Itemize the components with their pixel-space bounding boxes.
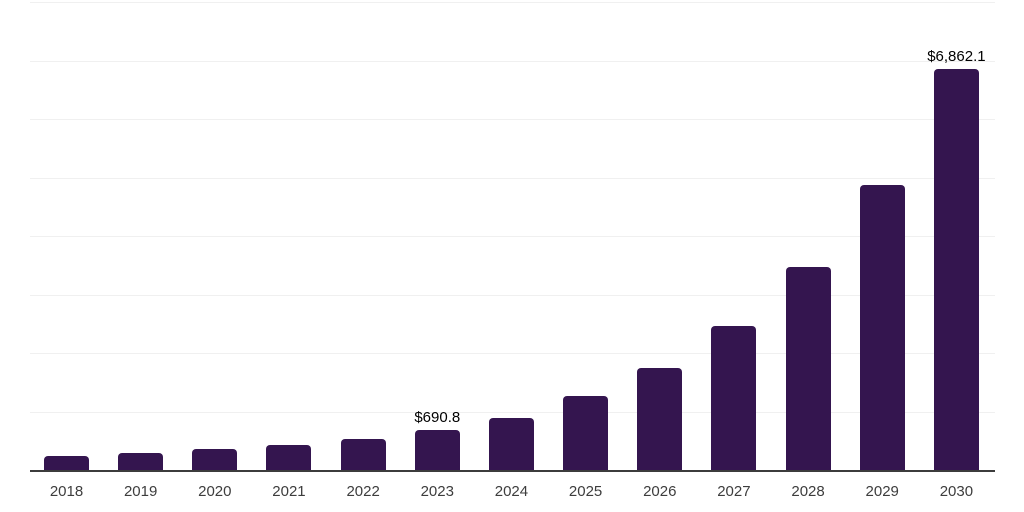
bars: $690.8 $6,862.1 [30, 2, 995, 470]
bar-slot-2025 [563, 2, 609, 470]
x-label-2026: 2026 [643, 483, 677, 500]
bar-slot-2027 [711, 2, 757, 470]
x-label-2024: 2024 [494, 483, 529, 500]
bar-2020 [192, 448, 238, 470]
gridline-6000 [30, 119, 995, 120]
x-label-2020: 2020 [198, 483, 232, 500]
bar-2026 [637, 367, 683, 470]
bar-slot-2028 [785, 2, 831, 470]
gridline-1000 [30, 411, 995, 413]
gridline-8000 [30, 2, 995, 3]
bar-2027 [711, 326, 757, 470]
gridline-4000 [30, 236, 995, 237]
bar-slot-2021 [266, 2, 312, 470]
bar-2023 [414, 429, 460, 470]
bar-2018 [44, 455, 89, 470]
x-label-2021: 2021 [272, 483, 306, 500]
bar-2019 [118, 453, 164, 470]
gridline-3000 [30, 294, 995, 296]
bar-slot-2029 [859, 2, 905, 470]
x-label-2018: 2018 [49, 483, 84, 500]
bar-2024 [488, 417, 534, 470]
bar-slot-2022 [340, 2, 386, 470]
x-axis-labels: 2018 2019 2020 2021 2022 2023 2024 2025 2026 2027… [30, 472, 995, 500]
x-label-2028: 2028 [791, 483, 825, 500]
bar-slot-2024 [488, 2, 534, 470]
bar-2028 [785, 267, 831, 470]
bar-2022 [340, 439, 386, 470]
gridlines [30, 2, 995, 470]
bar-slot-2018 [44, 2, 89, 470]
bar-2029 [859, 185, 905, 470]
gridline-5000 [30, 177, 995, 179]
bar-slot-2026 [637, 2, 683, 470]
plot-area: $690.8 $6,862.1 [30, 2, 995, 472]
x-label-2019: 2019 [123, 483, 158, 500]
bar-slot-2023: $690.8 [414, 2, 461, 470]
gridline-7000 [30, 60, 995, 62]
x-label-2022: 2022 [346, 483, 380, 500]
x-label-2030: 2030 [939, 483, 974, 500]
gridline-2000 [30, 353, 995, 354]
x-label-2025: 2025 [568, 483, 603, 500]
x-label-2023: 2023 [420, 483, 454, 500]
bar-slot-2019 [118, 2, 164, 470]
bar-slot-2030: $6,862.1 [927, 2, 986, 470]
value-label-2023: $690.8 [414, 408, 461, 426]
x-label-2027: 2027 [717, 483, 751, 500]
bar-2021 [266, 444, 312, 470]
x-label-2029: 2029 [865, 483, 899, 500]
value-label-2030: $6,862.1 [927, 47, 986, 65]
bar-2025 [563, 395, 609, 470]
bar-2030 [933, 68, 979, 470]
bar-slot-2020 [192, 2, 238, 470]
